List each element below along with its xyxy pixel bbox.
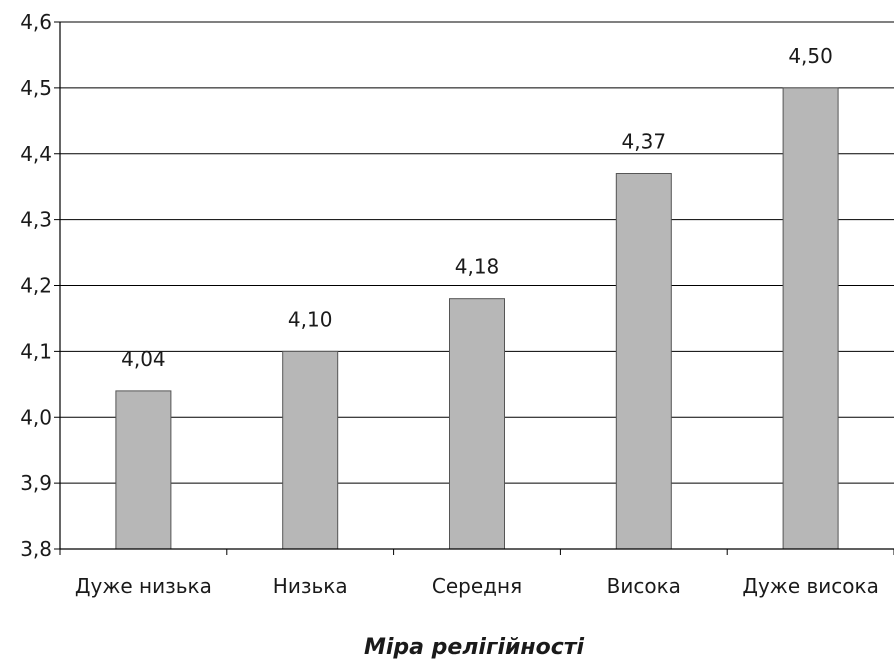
y-tick-label: 4,5 (20, 76, 52, 100)
x-tick-label: Середня (432, 574, 522, 598)
x-axis-title: Міра релігійності (364, 635, 585, 660)
gridlines (60, 21, 894, 550)
y-tick-label: 4,6 (20, 10, 52, 34)
y-tick-label: 3,8 (20, 537, 52, 561)
bar (282, 350, 339, 550)
x-tick-label: Дуже висока (742, 574, 879, 598)
data-label: 4,18 (455, 255, 500, 279)
data-label: 4,50 (788, 44, 833, 68)
y-tick-label: 4,1 (20, 339, 52, 363)
x-tick-label: Висока (607, 574, 681, 598)
bar (782, 87, 839, 550)
y-tick-label: 4,3 (20, 208, 52, 232)
bars (115, 87, 839, 550)
data-label: 4,10 (288, 307, 333, 331)
bar (115, 390, 172, 550)
data-label: 4,37 (622, 130, 667, 154)
y-tick-label: 4,4 (20, 142, 52, 166)
y-tick-label: 3,9 (20, 471, 52, 495)
axes (54, 21, 894, 555)
labels: 3,8 3,9 4,0 4,1 4,2 4,3 4,4 4,5 4,6 4,04 Дуже низь… (20, 10, 879, 598)
y-tick-label: 4,0 (20, 405, 52, 429)
bar (615, 173, 672, 550)
x-tick-label: Дуже низька (75, 574, 212, 598)
x-tick-label: Низька (273, 574, 348, 598)
data-label: 4,04 (121, 347, 166, 371)
bar (449, 298, 505, 550)
y-tick-label: 4,2 (20, 274, 52, 298)
